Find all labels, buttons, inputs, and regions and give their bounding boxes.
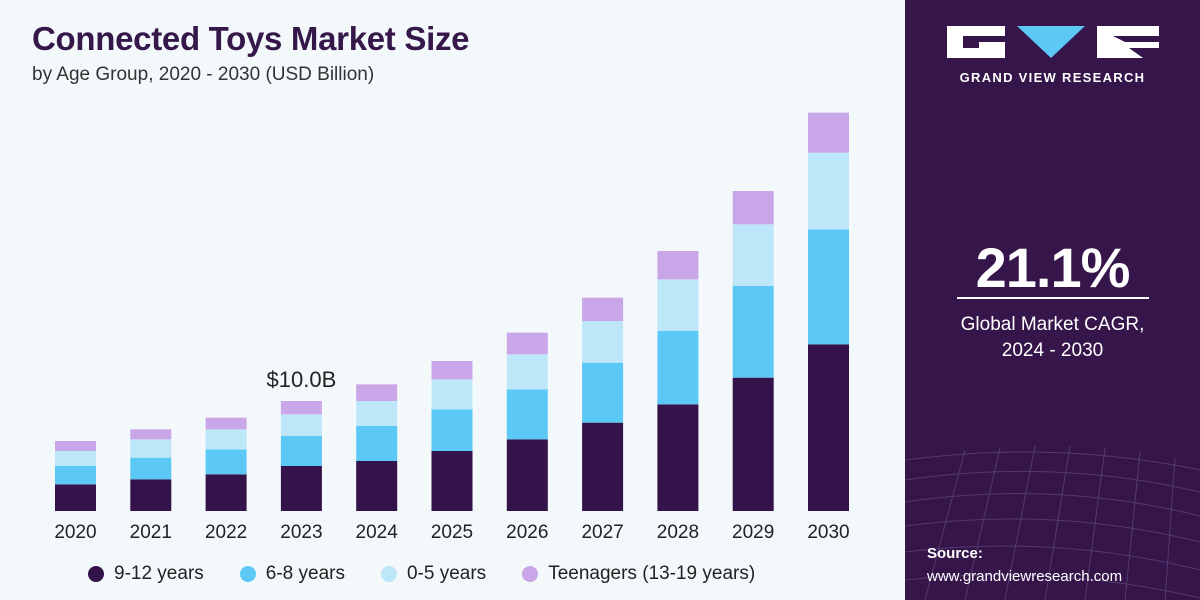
bar-2020-0-5-years: [55, 451, 96, 466]
bar-2029-teenagers-13-19-years-: [732, 191, 774, 225]
legend-label-0-5: 0-5 years: [406, 563, 487, 584]
bar-2026-0-5-years: [506, 354, 548, 390]
bar-2025-teenagers-13-19-years-: [431, 361, 473, 380]
logo-mark: [947, 26, 1159, 58]
bar-2020-teenagers-13-19-years-: [55, 441, 96, 451]
x-tick-label-2023: 2023: [280, 522, 322, 543]
legend-label-6-8: 6-8 years: [265, 563, 345, 584]
bar-2025-6-8-years: [431, 409, 473, 451]
cagr-value: 21.1%: [975, 236, 1131, 299]
x-tick-label-2021: 2021: [130, 522, 172, 543]
annotation-label-2023: $10.0B: [267, 367, 337, 392]
bar-2020-9-12-years: [55, 484, 96, 511]
bar-2028-6-8-years: [657, 331, 699, 405]
legend-label-teenagers: Teenagers (13-19 years): [548, 563, 756, 584]
bar-2028-9-12-years: [657, 404, 699, 511]
legend-item-teenagers: Teenagers (13-19 years): [522, 563, 755, 585]
bar-2028-0-5-years: [657, 279, 699, 331]
chart-panel: Connected Toys Market Size by Age Group,…: [0, 0, 905, 600]
bar-2029-0-5-years: [732, 224, 774, 286]
bar-2024-9-12-years: [356, 461, 398, 511]
bar-2029-9-12-years: [732, 377, 774, 511]
bar-2029-6-8-years: [732, 286, 774, 378]
x-tick-label-2030: 2030: [807, 522, 849, 543]
bar-2027-6-8-years: [582, 362, 624, 423]
chart-legend: 9-12 years 6-8 years 0-5 years Teenagers…: [88, 563, 791, 585]
bar-2021-teenagers-13-19-years-: [130, 429, 172, 440]
legend-swatch-6-8: [239, 566, 256, 582]
bar-2027-teenagers-13-19-years-: [582, 297, 624, 321]
stacked-bar-chart: 2020 2021 2022 2023 $10.0B 2024 2025 2026 2027 20…: [54, 112, 850, 543]
bar-2030-0-5-years: [808, 152, 849, 230]
bar-2025-0-5-years: [431, 379, 473, 410]
bar-2021-6-8-years: [130, 457, 172, 480]
bar-2030-9-12-years: [808, 344, 849, 511]
bar-2026-6-8-years: [506, 389, 548, 440]
x-tick-label-2020: 2020: [54, 522, 96, 543]
cagr-label-line-2: 2024 - 2030: [1001, 340, 1104, 361]
x-tick-label-2026: 2026: [506, 522, 548, 543]
bar-2022-6-8-years: [205, 449, 247, 475]
bar-2022-0-5-years: [205, 429, 247, 450]
bar-2024-6-8-years: [356, 426, 398, 461]
x-tick-label-2025: 2025: [431, 522, 473, 543]
legend-swatch-teenagers: [522, 566, 539, 582]
bar-2023-teenagers-13-19-years-: [280, 401, 322, 415]
legend-label-9-12: 9-12 years: [114, 563, 204, 584]
legend-item-6-8: 6-8 years: [239, 563, 345, 585]
bar-2022-9-12-years: [205, 474, 247, 511]
bar-2022-teenagers-13-19-years-: [205, 417, 247, 430]
gvr-logo: [943, 22, 1163, 67]
chart-title: Connected Toys Market Size: [32, 20, 470, 57]
bar-2025-9-12-years: [431, 451, 473, 511]
bar-2021-0-5-years: [130, 439, 172, 458]
x-tick-label-2028: 2028: [657, 522, 699, 543]
x-tick-label-2029: 2029: [732, 522, 774, 543]
bar-2030-teenagers-13-19-years-: [808, 112, 849, 153]
bar-2023-9-12-years: [280, 466, 322, 511]
source-url[interactable]: www.grandviewresearch.com: [927, 568, 1123, 585]
mesh-background-graphic: [905, 445, 1200, 600]
bar-2020-6-8-years: [55, 466, 96, 485]
legend-swatch-0-5: [380, 566, 397, 582]
legend-item-9-12: 9-12 years: [88, 563, 204, 585]
chart-subtitle: by Age Group, 2020 - 2030 (USD Billion): [32, 64, 375, 85]
bar-2021-9-12-years: [130, 479, 172, 511]
x-tick-label-2022: 2022: [205, 522, 247, 543]
bar-2026-9-12-years: [506, 439, 548, 511]
bar-2024-0-5-years: [356, 401, 398, 426]
source-label: Source:: [927, 545, 983, 562]
cagr-label: Global Market CAGR, 2024 - 2030: [905, 312, 1200, 364]
bar-2027-0-5-years: [582, 321, 624, 363]
bar-2024-teenagers-13-19-years-: [356, 384, 398, 401]
bar-2028-teenagers-13-19-years-: [657, 251, 699, 280]
x-tick-label-2027: 2027: [581, 522, 623, 543]
bar-2026-teenagers-13-19-years-: [506, 332, 548, 355]
cagr-divider: [957, 297, 1149, 299]
x-tick-label-2024: 2024: [356, 522, 399, 543]
sidebar-panel: GRAND VIEW RESEARCH 21.1% Global Market …: [905, 0, 1200, 600]
legend-swatch-9-12: [88, 566, 104, 582]
bar-2023-6-8-years: [280, 436, 322, 466]
bar-2023-0-5-years: [280, 414, 322, 436]
brand-name: GRAND VIEW RESEARCH: [959, 70, 1146, 85]
bar-2030-6-8-years: [808, 229, 849, 345]
bar-2027-9-12-years: [582, 422, 624, 511]
cagr-label-line-1: Global Market CAGR,: [960, 314, 1145, 335]
legend-item-0-5: 0-5 years: [380, 563, 487, 585]
